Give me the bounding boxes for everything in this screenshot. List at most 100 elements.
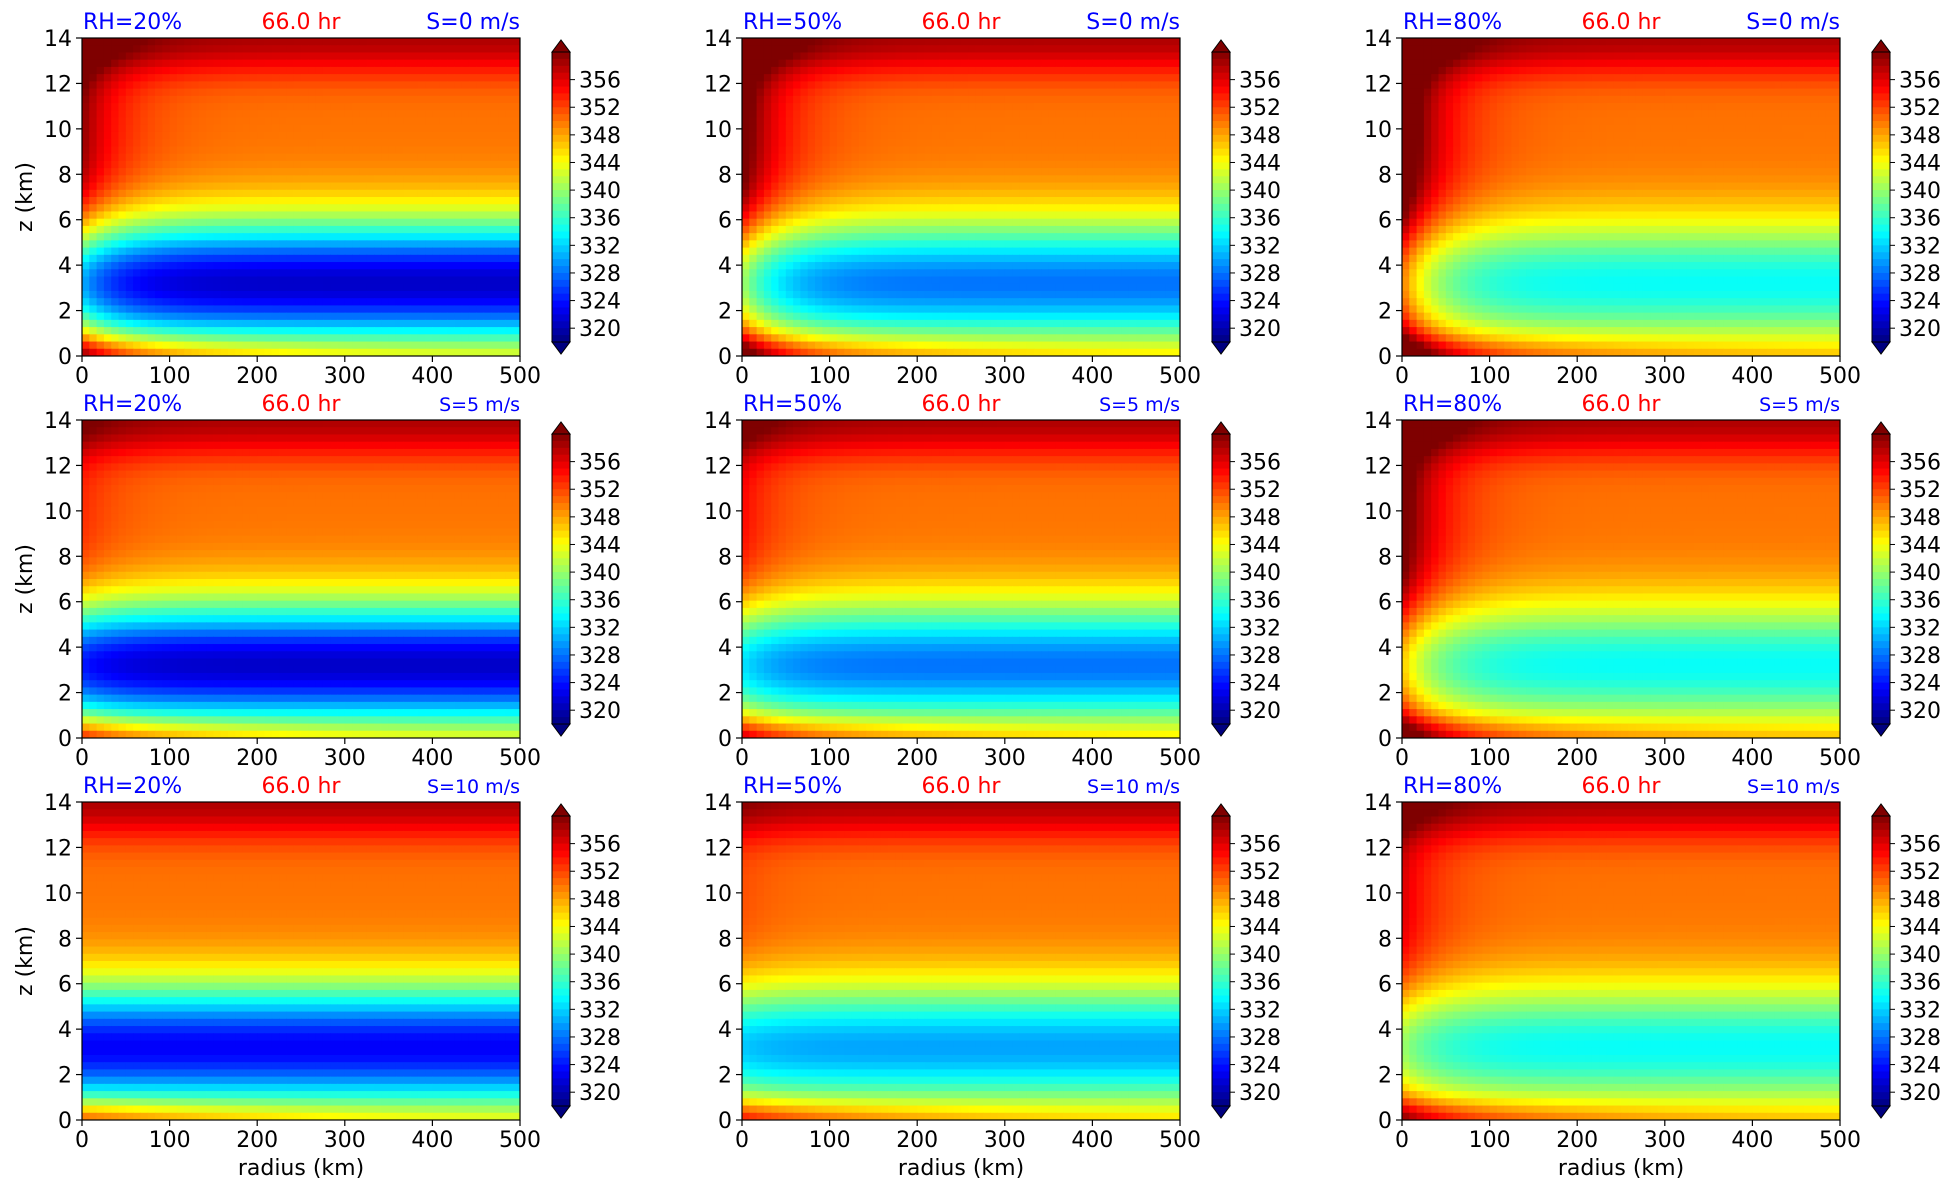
heatmap-cell [359,233,368,241]
heatmap-cell [184,225,193,234]
heatmap-cell [1150,298,1159,307]
heatmap-cell [213,124,222,133]
heatmap-cell [257,283,266,292]
heatmap-cell [939,139,947,148]
heatmap-cell [742,95,750,104]
heatmap-cell [111,160,120,169]
heatmap-cell [82,262,90,270]
heatmap-cell [213,290,222,299]
heatmap-cell [975,276,984,285]
heatmap-cell [975,189,984,198]
heatmap-cell [235,160,244,169]
heatmap-cell [271,175,280,184]
heatmap-cell [1077,175,1086,184]
heatmap-cell [800,225,809,234]
heatmap-cell [902,247,911,256]
heatmap-cell [1034,269,1042,278]
heatmap-cell [439,160,448,169]
heatmap-cell [1114,225,1123,234]
heatmap-cell [851,225,860,234]
heatmap-cell [1034,131,1042,140]
heatmap-cell [89,124,98,133]
heatmap-cell [866,160,874,169]
heatmap-cell [490,139,499,148]
heatmap-cell [249,233,258,241]
heatmap-cell [359,131,368,140]
heatmap-cell [888,95,896,104]
heatmap-cell [829,139,838,148]
heatmap-cell [1143,290,1152,299]
heatmap-cell [807,45,816,54]
heatmap-cell [1019,233,1028,241]
heatmap-cell [242,146,251,155]
heatmap-cell [483,283,492,292]
heatmap-cell [133,305,141,314]
heatmap-cell [1004,45,1013,54]
heatmap-cell [968,103,977,111]
heatmap-cell [968,88,977,97]
heatmap-cell [293,225,302,234]
heatmap-cell [895,139,904,148]
heatmap-cell [975,131,984,140]
heatmap-cell [403,59,412,68]
heatmap-cell [381,88,390,97]
heatmap-cell [176,182,185,191]
colorbar-tick-label: 336 [579,207,621,232]
heatmap-cell [505,88,514,97]
heatmap-cell [1172,59,1180,68]
heatmap-cell [961,110,969,119]
heatmap-cell [264,319,273,328]
heatmap-cell [337,124,346,133]
colorbar-band [552,252,570,260]
heatmap-cell [147,341,156,350]
heatmap-cell [133,276,141,285]
heatmap-cell [895,298,904,307]
heatmap-cell [439,45,448,54]
heatmap-cell [1004,182,1013,191]
heatmap-cell [888,38,896,46]
heatmap-cell [490,233,499,241]
heatmap-cell [807,197,816,205]
heatmap-cell [213,283,222,292]
heatmap-cell [1158,45,1166,54]
heatmap-cell [1165,95,1174,104]
heatmap-cell [169,124,178,133]
heatmap-cell [191,348,200,356]
heatmap-cell [264,146,273,155]
heatmap-cell [924,131,933,140]
heatmap-cell [352,74,360,82]
heatmap-cell [213,81,222,90]
heatmap-cell [917,269,926,278]
heatmap-cell [931,225,940,234]
heatmap-cell [403,298,412,307]
heatmap-cell [315,319,324,328]
heatmap-cell [461,254,470,263]
heatmap-cell [793,160,801,169]
heatmap-cell [1172,95,1180,104]
heatmap-cell [374,81,382,90]
heatmap-cell [742,146,750,155]
heatmap-cell [308,189,317,198]
heatmap-cell [800,233,809,241]
heatmap-cell [249,52,258,61]
colorbar-band [552,238,570,246]
heatmap-cell [293,218,302,227]
heatmap-cell [1172,139,1180,148]
heatmap-cell [939,305,947,314]
heatmap-cell [1055,146,1064,155]
heatmap-cell [982,45,991,54]
heatmap-cell [432,240,441,249]
heatmap-cell [505,175,514,184]
colorbar-band [552,127,570,136]
heatmap-cell [1077,110,1086,119]
colorbar-band [552,65,570,74]
heatmap-cell [410,204,419,213]
heatmap-cell [147,52,156,61]
heatmap-cell [191,211,200,220]
heatmap-cell [866,189,874,198]
heatmap-cell [1041,262,1050,270]
heatmap-cell [403,204,412,213]
heatmap-cell [749,225,758,234]
heatmap-cell [425,168,433,176]
